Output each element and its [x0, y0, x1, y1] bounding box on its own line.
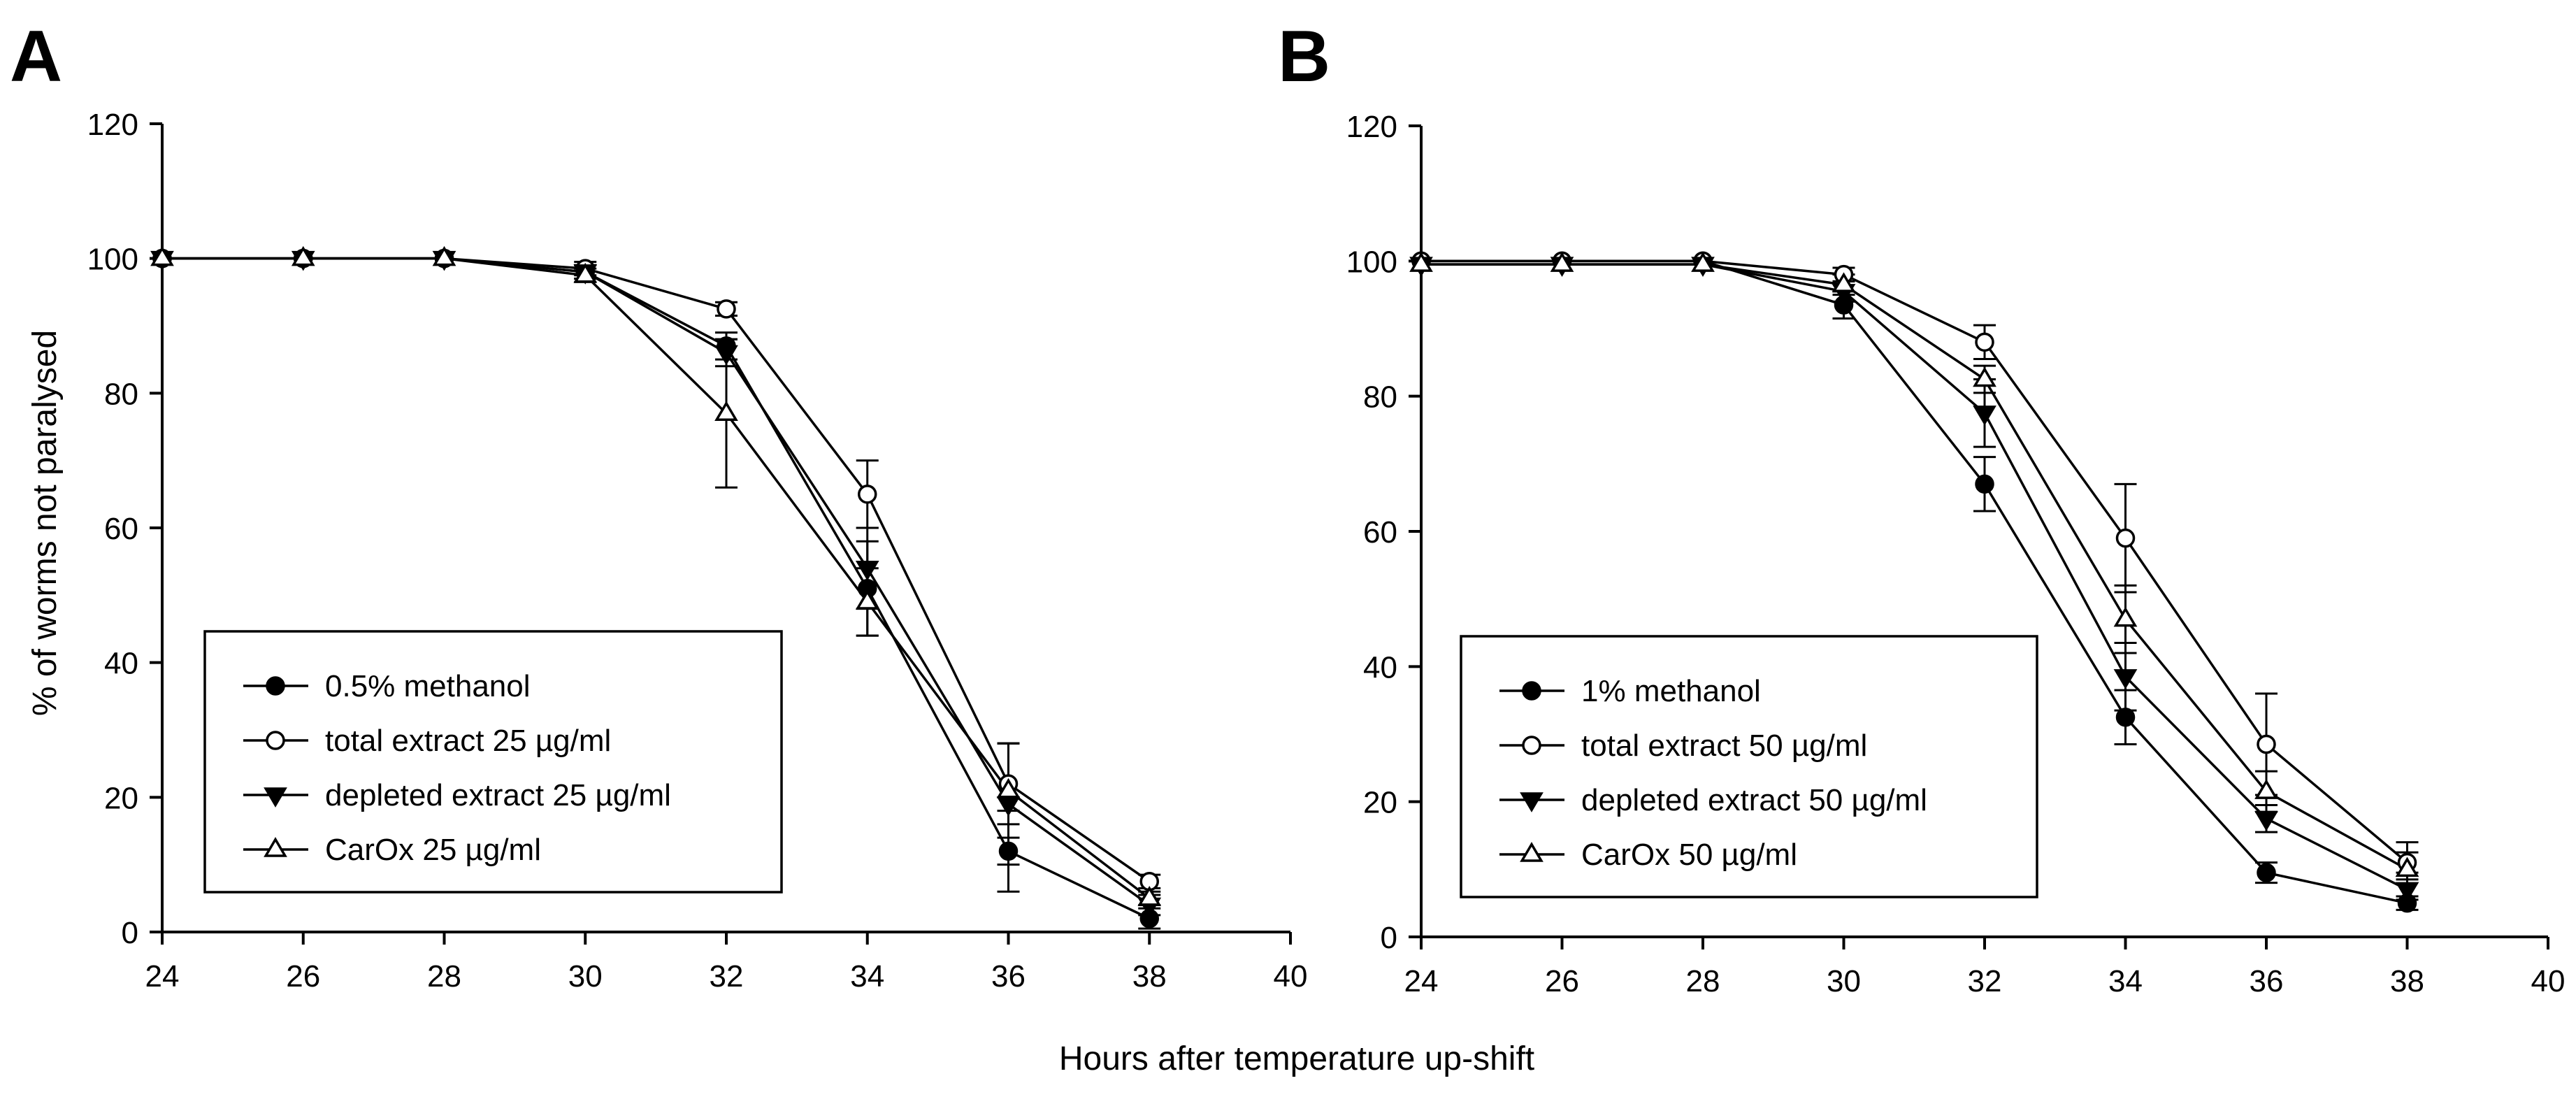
legend-marker	[1522, 736, 1541, 755]
data-point-a-depleted-extract-25-g-ml	[855, 561, 879, 581]
data-point-a-carox-25-g-ml	[996, 777, 1021, 798]
data-point-a-carox-25-g-ml	[573, 262, 598, 283]
legend-item-b: total extract 50 µg/ml	[1499, 729, 1867, 763]
x-tick-label-a: 34	[850, 959, 884, 994]
legend-a: 0.5% methanol total extract 25 µg/ml deple…	[203, 630, 783, 894]
data-point-b-depleted-extract-50-g-ml	[2395, 882, 2419, 903]
x-tick-label-b: 24	[1404, 964, 1439, 998]
x-tick-label-a: 28	[427, 959, 461, 994]
legend-label: CarOx 25 µg/ml	[325, 833, 541, 867]
data-point-b-total-extract-50-g-ml	[2115, 528, 2136, 548]
x-tick-label-a: 38	[1132, 959, 1167, 994]
legend-marker	[1520, 792, 1544, 812]
legend-label: CarOx 50 µg/ml	[1581, 838, 1797, 872]
y-tick-label-a: 80	[104, 377, 138, 411]
y-tick-label-a: 40	[104, 647, 138, 681]
legend-item-a: depleted extract 25 µg/ml	[243, 778, 671, 812]
data-point-b-depleted-extract-50-g-ml	[2254, 811, 2278, 831]
x-tick-label-a: 30	[568, 959, 603, 994]
y-tick-label-b: 60	[1363, 515, 1397, 550]
x-tick-label-a: 40	[1274, 959, 1308, 994]
y-tick-label-a: 0	[122, 916, 138, 950]
y-tick-label-a: 100	[87, 243, 138, 277]
x-tick-label-b: 40	[2531, 964, 2566, 998]
data-point-b-carox-50-g-ml	[1832, 272, 1856, 292]
x-tick-label-b: 28	[1686, 964, 1720, 998]
legend-marker	[264, 837, 287, 857]
data-point-b-carox-50-g-ml	[1550, 252, 1574, 272]
series-line-a-carox-25-g-ml	[162, 257, 1151, 900]
x-tick-label-b: 38	[2390, 964, 2424, 998]
chart-panel-b: 0 20 40 60 80 100 120 24 26 28 30 32 34 36 38 40 1% meth…	[1346, 110, 2566, 998]
data-point-b-depleted-extract-50-g-ml	[2113, 669, 2138, 689]
y-tick-label-b: 100	[1346, 245, 1397, 279]
y-tick-label-a: 20	[104, 781, 138, 815]
data-point-a-depleted-extract-25-g-ml	[714, 345, 738, 366]
legend-item-a: CarOx 25 µg/ml	[243, 833, 541, 867]
y-tick-label-b: 120	[1346, 110, 1397, 144]
data-point-b-1-methanol	[2115, 708, 2136, 727]
data-point-b-carox-50-g-ml	[1691, 252, 1715, 272]
legend-item-a: 0.5% methanol	[243, 669, 531, 703]
legend-marker	[264, 787, 287, 808]
data-point-a-total-extract-25-g-ml	[858, 485, 877, 504]
legend-marker	[1520, 842, 1544, 862]
x-tick-label-b: 26	[1545, 964, 1579, 998]
data-point-a-carox-25-g-ml	[1137, 885, 1162, 906]
data-point-b-carox-50-g-ml	[2254, 779, 2278, 799]
x-tick-label-b: 32	[1968, 964, 2002, 998]
x-tick-label-b: 30	[1827, 964, 1861, 998]
data-point-a-carox-25-g-ml	[291, 245, 315, 266]
x-tick-label-a: 32	[710, 959, 744, 994]
data-point-a-carox-25-g-ml	[855, 589, 879, 610]
legend-marker	[266, 731, 285, 750]
data-point-a-carox-25-g-ml	[432, 245, 456, 266]
x-tick-label-a: 26	[286, 959, 320, 994]
data-point-a-total-extract-25-g-ml	[717, 299, 736, 319]
x-tick-label-b: 36	[2250, 964, 2284, 998]
data-point-b-1-methanol	[2257, 863, 2276, 882]
y-tick-label-b: 40	[1363, 650, 1397, 684]
legend-label: 1% methanol	[1581, 674, 1761, 708]
y-tick-label-b: 20	[1363, 786, 1397, 820]
y-tick-label-a: 60	[104, 512, 138, 546]
series-line-b-carox-50-g-ml	[1421, 263, 2408, 870]
legend-item-b: 1% methanol	[1499, 674, 1761, 708]
data-point-a-carox-25-g-ml	[714, 401, 738, 421]
legend-item-b: depleted extract 50 µg/ml	[1499, 783, 1927, 817]
series-line-b-total-extract-50-g-ml	[1421, 259, 2408, 864]
data-point-b-total-extract-50-g-ml	[1975, 332, 1994, 352]
y-axis-title: % of worms not paralysed	[27, 330, 64, 716]
data-point-b-total-extract-50-g-ml	[2257, 734, 2276, 754]
legend-b: 1% methanol total extract 50 µg/ml deplete…	[1460, 635, 2038, 898]
data-point-b-carox-50-g-ml	[2395, 856, 2419, 877]
y-tick-label-a: 120	[87, 108, 138, 142]
y-tick-label-b: 0	[1381, 921, 1397, 955]
x-tick-label-a: 24	[145, 959, 180, 994]
legend-label: depleted extract 50 µg/ml	[1581, 783, 1927, 817]
legend-marker	[266, 676, 285, 696]
y-tick-label-b: 80	[1363, 380, 1397, 415]
panel-letter-a: A	[10, 16, 62, 97]
x-axis-title: Hours after temperature up-shift	[1059, 1040, 1534, 1077]
legend-label: total extract 50 µg/ml	[1581, 729, 1867, 763]
data-point-a-carox-25-g-ml	[150, 245, 174, 266]
legend-item-a: total extract 25 µg/ml	[243, 724, 611, 758]
data-point-a-0-5-methanol	[998, 841, 1019, 861]
data-point-b-1-methanol	[1975, 474, 1994, 494]
panel-letter-b: B	[1278, 16, 1330, 97]
data-point-b-depleted-extract-50-g-ml	[1973, 406, 1996, 426]
data-point-b-carox-50-g-ml	[2113, 606, 2138, 627]
chart-panel-a: 0 20 40 60 80 100 120 24 26 28 30 32 34 36 38 40 0.5% me…	[87, 108, 1308, 994]
x-tick-label-b: 34	[2108, 964, 2143, 998]
x-tick-label-a: 36	[991, 959, 1026, 994]
data-point-b-carox-50-g-ml	[1973, 366, 1996, 387]
legend-label: 0.5% methanol	[325, 669, 531, 703]
legend-marker	[1522, 681, 1541, 701]
legend-item-b: CarOx 50 µg/ml	[1499, 838, 1797, 872]
legend-label: depleted extract 25 µg/ml	[325, 778, 671, 812]
legend-label: total extract 25 µg/ml	[325, 724, 611, 758]
data-point-b-carox-50-g-ml	[1409, 252, 1433, 272]
